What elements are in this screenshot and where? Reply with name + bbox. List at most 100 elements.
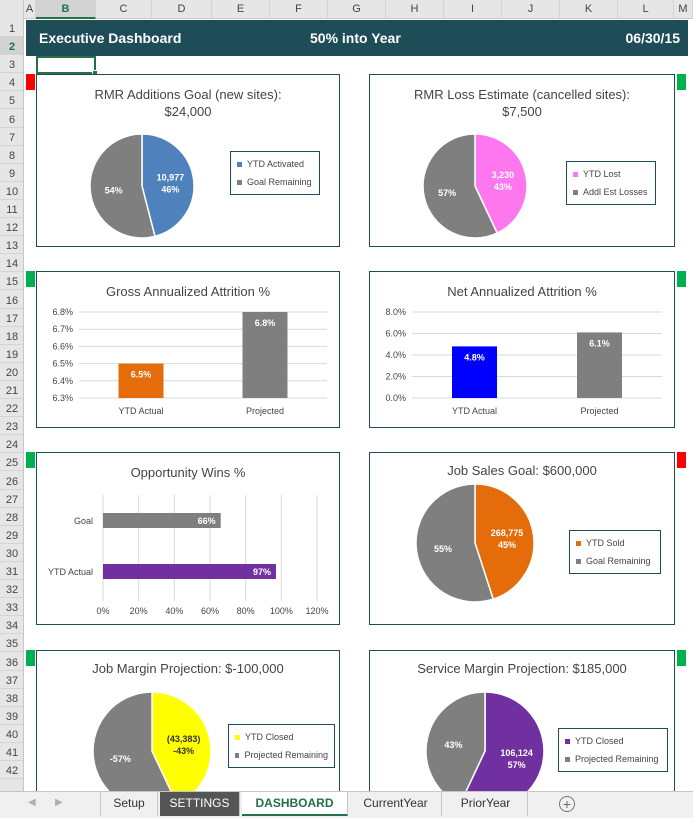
row-header-6[interactable]: 6 [0, 110, 23, 128]
chart-title: Service Margin Projection: $185,000 [417, 661, 627, 676]
pie-slice-addl-est-losses[interactable] [422, 133, 499, 239]
row-header-12[interactable]: 12 [0, 218, 23, 237]
active-cell-b2[interactable] [36, 56, 98, 76]
row-header-37[interactable]: 37 [0, 671, 23, 689]
row-header-36[interactable]: 36 [0, 653, 23, 671]
row-header-11[interactable]: 11 [0, 200, 23, 218]
row-header-18[interactable]: 18 [0, 327, 23, 345]
column-header-j[interactable]: J [502, 0, 560, 19]
bar-goal[interactable] [103, 513, 221, 528]
row-header-27[interactable]: 27 [0, 490, 23, 508]
row-header-2[interactable]: 2 [0, 37, 23, 56]
column-header-a[interactable]: A [24, 0, 36, 19]
row-header-4[interactable]: 4 [0, 73, 23, 92]
column-header-c[interactable]: C [96, 0, 152, 19]
row-header-29[interactable]: 29 [0, 526, 23, 544]
row-header-24[interactable]: 24 [0, 435, 23, 454]
opportunity-wins-chart[interactable]: Opportunity Wins % 0% 20% 40% 60% 80% 100% 120… [36, 452, 340, 625]
row-header-41[interactable]: 41 [0, 743, 23, 761]
row-header-22[interactable]: 22 [0, 399, 23, 418]
column-header-d[interactable]: D [152, 0, 212, 19]
bar-ytd-actual[interactable] [452, 346, 497, 398]
row-header-32[interactable]: 32 [0, 580, 23, 599]
row-header-10[interactable]: 10 [0, 182, 23, 200]
row-header-38[interactable]: 38 [0, 689, 23, 707]
bar-value-label: 6.1% [589, 338, 610, 348]
pie-slice-goal-remaining[interactable] [415, 483, 495, 603]
next-sheet-icon[interactable]: ▶ [55, 797, 63, 808]
row-header-19[interactable]: 19 [0, 345, 23, 363]
legend-swatch [565, 738, 570, 744]
row-header-17[interactable]: 17 [0, 309, 23, 327]
row-header-20[interactable]: 20 [0, 363, 23, 381]
row-header-23[interactable]: 23 [0, 417, 23, 436]
pie-value-label: 268,775 [491, 528, 524, 538]
row-header-14[interactable]: 14 [0, 254, 23, 273]
bar-projected[interactable] [577, 332, 622, 398]
column-header-l[interactable]: L [618, 0, 674, 19]
row-header-30[interactable]: 30 [0, 544, 23, 562]
row-header-28[interactable]: 28 [0, 508, 23, 526]
service-margin-chart[interactable]: Service Margin Projection: $185,000 106,… [369, 650, 675, 811]
legend-label: Projected Remaining [575, 754, 659, 764]
bar-ytd-actual[interactable] [118, 363, 164, 398]
row-header-34[interactable]: 34 [0, 616, 23, 635]
column-header-m[interactable]: M [674, 0, 693, 19]
row-header-21[interactable]: 21 [0, 381, 23, 399]
gross-attrition-chart[interactable]: Gross Annualized Attrition % 6.8% 6.7% 6.6… [36, 271, 340, 428]
row-header-1[interactable]: 1 [0, 19, 23, 37]
tab-settings[interactable]: SETTINGS [160, 792, 240, 816]
job-margin-chart[interactable]: Job Margin Projection: $-100,000 (43,383… [36, 650, 340, 811]
select-all-corner[interactable] [0, 0, 24, 19]
prev-sheet-icon[interactable]: ◀ [28, 797, 36, 808]
row-header-35[interactable]: 35 [0, 634, 23, 653]
chart-legend: YTD Closed Projected Remaining [558, 728, 668, 772]
pie-slice-ytd-sold[interactable] [474, 483, 535, 601]
column-header-h[interactable]: H [386, 0, 444, 19]
bar-ytd-actual[interactable] [103, 564, 276, 579]
column-header-f[interactable]: F [270, 0, 328, 19]
pie-slice-ytd-lost[interactable] [474, 133, 528, 235]
rmr-loss-chart[interactable]: RMR Loss Estimate (cancelled sites): $7,… [369, 74, 675, 247]
row-header-5[interactable]: 5 [0, 91, 23, 110]
column-header-b[interactable]: B [36, 0, 96, 19]
column-header-bar: A B C D E F G H I J K L M [0, 0, 693, 19]
row-header-8[interactable]: 8 [0, 146, 23, 164]
pie-slice-ytd-activated[interactable] [141, 133, 195, 238]
row-header-25[interactable]: 25 [0, 453, 23, 472]
chart-title: Gross Annualized Attrition % [105, 284, 271, 299]
column-header-k[interactable]: K [560, 0, 618, 19]
row-header-31[interactable]: 31 [0, 562, 23, 580]
pie-slice-goal-remaining[interactable] [89, 133, 156, 239]
tab-dashboard[interactable]: DASHBOARD [242, 792, 348, 816]
row-header-13[interactable]: 13 [0, 236, 23, 255]
tab-setup[interactable]: Setup [100, 792, 158, 816]
row-header-26[interactable]: 26 [0, 472, 23, 490]
pie-value-label: (43,383) [167, 734, 201, 744]
row-header-3[interactable]: 3 [0, 55, 23, 74]
tab-prior-year[interactable]: PriorYear [444, 792, 528, 816]
net-attrition-chart[interactable]: Net Annualized Attrition % 8.0% 6.0% 4.0% 2… [369, 271, 675, 428]
tab-current-year[interactable]: CurrentYear [350, 792, 442, 816]
row-header-39[interactable]: 39 [0, 707, 23, 725]
row-header-7[interactable]: 7 [0, 128, 23, 146]
job-sales-chart[interactable]: Job Sales Goal: $600,000 268,775 45% 55% Y… [369, 452, 675, 625]
rmr-additions-chart[interactable]: RMR Additions Goal (new sites): $24,000 … [36, 74, 340, 247]
add-sheet-icon[interactable]: + [559, 796, 575, 812]
row-header-9[interactable]: 9 [0, 164, 23, 182]
status-flag-rmr-additions [26, 74, 35, 90]
bar-projected[interactable] [242, 312, 288, 398]
x-category-label: YTD Actual [452, 406, 497, 416]
column-header-g[interactable]: G [328, 0, 386, 19]
row-header-16[interactable]: 16 [0, 291, 23, 309]
row-header-15[interactable]: 15 [0, 272, 23, 291]
row-header-40[interactable]: 40 [0, 725, 23, 743]
chart-title: RMR Additions Goal (new sites): [94, 87, 282, 102]
legend-item: YTD Closed [235, 728, 328, 746]
column-header-e[interactable]: E [212, 0, 270, 19]
column-header-i[interactable]: I [444, 0, 502, 19]
status-flag-rmr-loss [677, 74, 686, 90]
legend-label: YTD Lost [583, 169, 621, 179]
row-header-42[interactable]: 42 [0, 761, 23, 780]
row-header-33[interactable]: 33 [0, 598, 23, 617]
